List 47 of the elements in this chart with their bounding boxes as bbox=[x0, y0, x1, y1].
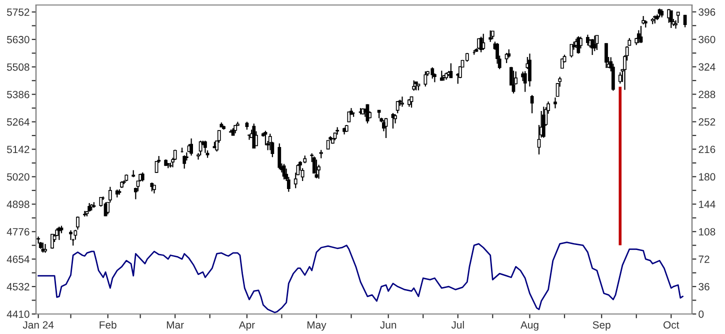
candlestick bbox=[618, 72, 622, 84]
candlestick bbox=[592, 35, 596, 52]
y2-tick-label: 396 bbox=[698, 8, 716, 16]
y-tick-label: 5630 bbox=[6, 36, 30, 44]
x-tick-label: Apr bbox=[238, 321, 255, 331]
x-tick-label: Mar bbox=[166, 321, 184, 329]
x-tick-label: Jun bbox=[380, 321, 396, 329]
candlestick bbox=[530, 94, 534, 114]
y2-tick-label: 180 bbox=[699, 173, 716, 181]
y2-tick-label: 108 bbox=[699, 228, 716, 236]
candlestick bbox=[683, 14, 687, 28]
y2-tick-label: 252 bbox=[698, 118, 716, 126]
y-tick-label: 4654 bbox=[6, 256, 30, 263]
candlestick bbox=[76, 216, 80, 230]
y-tick-label: 5264 bbox=[6, 118, 30, 126]
y-tick-label: 5142 bbox=[6, 146, 30, 154]
x-tick-label: Sep bbox=[592, 321, 610, 331]
y-tick-label: 4532 bbox=[6, 283, 30, 290]
y2-tick-label: 216 bbox=[698, 146, 716, 154]
y2-tick-label: 144 bbox=[699, 200, 716, 208]
x-tick-label: May bbox=[307, 321, 326, 331]
candlestick bbox=[182, 154, 186, 170]
candlestick bbox=[190, 138, 193, 156]
candlestick bbox=[512, 70, 516, 94]
y-tick-label: 4898 bbox=[6, 200, 30, 208]
y2-tick-label: 0 bbox=[698, 310, 704, 318]
y-tick-label: 5020 bbox=[6, 173, 30, 181]
y-tick-label: 5508 bbox=[6, 63, 30, 71]
y-tick-label: 5752 bbox=[6, 8, 30, 16]
x-tick-label: Jul bbox=[451, 320, 464, 329]
y-tick-label: 4776 bbox=[6, 228, 30, 236]
x-tick-label: Jan 24 bbox=[22, 321, 54, 329]
y-tick-label: 5386 bbox=[6, 90, 30, 98]
candlestick bbox=[554, 96, 557, 109]
y2-tick-label: 324 bbox=[698, 63, 716, 71]
candlestick bbox=[542, 106, 546, 138]
x-tick-label: Feb bbox=[100, 320, 116, 329]
y2-tick-label: 360 bbox=[698, 36, 716, 44]
y-tick-label: 4410 bbox=[6, 310, 30, 318]
x-tick-label: Aug bbox=[520, 321, 538, 331]
candlestick bbox=[636, 30, 640, 44]
y2-tick-label: 288 bbox=[698, 90, 716, 98]
y2-tick-label: 36 bbox=[698, 283, 710, 290]
candlestick bbox=[391, 112, 395, 130]
line-series bbox=[38, 242, 684, 314]
x-tick-label: Oct bbox=[664, 321, 680, 329]
y2-tick-label: 72 bbox=[698, 256, 710, 263]
